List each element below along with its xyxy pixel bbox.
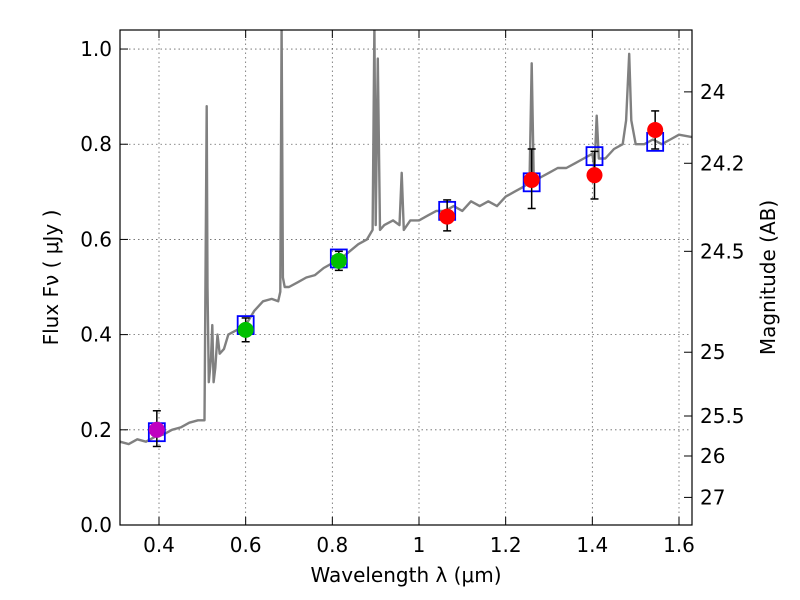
y2-axis-ticks: 24 24.2 24.5 25 25.5 26 27 <box>684 80 745 509</box>
observed-point <box>586 167 603 184</box>
observed-point <box>523 171 540 188</box>
x-axis-title: Wavelength λ (μm) <box>310 563 501 587</box>
model-boxes-layer <box>147 131 665 443</box>
y-axis-ticks: 0.0 0.2 0.4 0.6 0.8 1.0 <box>80 37 128 537</box>
x-tick-label: 1 <box>413 533 426 557</box>
y2-tick-label: 24 <box>700 80 725 104</box>
y2-tick-label: 27 <box>700 485 725 509</box>
observed-point <box>237 321 254 338</box>
y-tick-label: 0.8 <box>80 132 112 156</box>
y-tick-label: 0.4 <box>80 323 112 347</box>
x-tick-label: 0.8 <box>316 533 348 557</box>
grid <box>120 30 692 526</box>
y2-tick-label: 24.5 <box>700 239 745 263</box>
observed-point <box>148 421 165 438</box>
spectrum-layer <box>120 30 692 446</box>
x-axis-ticks: 0.4 0.6 0.8 1 1.2 1.4 1.6 <box>143 30 695 557</box>
y-tick-label: 1.0 <box>80 37 112 61</box>
x-tick-label: 1.6 <box>663 533 695 557</box>
y-tick-label: 0.0 <box>80 513 112 537</box>
x-tick-label: 0.4 <box>143 533 175 557</box>
observed-point <box>439 208 456 225</box>
y-tick-label: 0.6 <box>80 227 112 251</box>
observed-points-layer <box>148 110 664 448</box>
y2-tick-label: 24.2 <box>700 151 745 175</box>
y2-tick-label: 26 <box>700 444 725 468</box>
y2-tick-label: 25.5 <box>700 404 745 428</box>
y-axis-title: Flux Fν ( μJy ) <box>39 210 63 346</box>
observed-point <box>330 252 347 269</box>
y2-axis-title: Magnitude (AB) <box>756 200 780 355</box>
y-tick-label: 0.2 <box>80 418 112 442</box>
observed-point <box>647 121 664 138</box>
plot-frame <box>119 29 693 526</box>
x-tick-label: 0.6 <box>230 533 262 557</box>
spectrum-line <box>120 30 692 446</box>
x-tick-label: 1.2 <box>490 533 522 557</box>
y2-tick-label: 25 <box>700 340 725 364</box>
x-tick-label: 1.4 <box>576 533 608 557</box>
